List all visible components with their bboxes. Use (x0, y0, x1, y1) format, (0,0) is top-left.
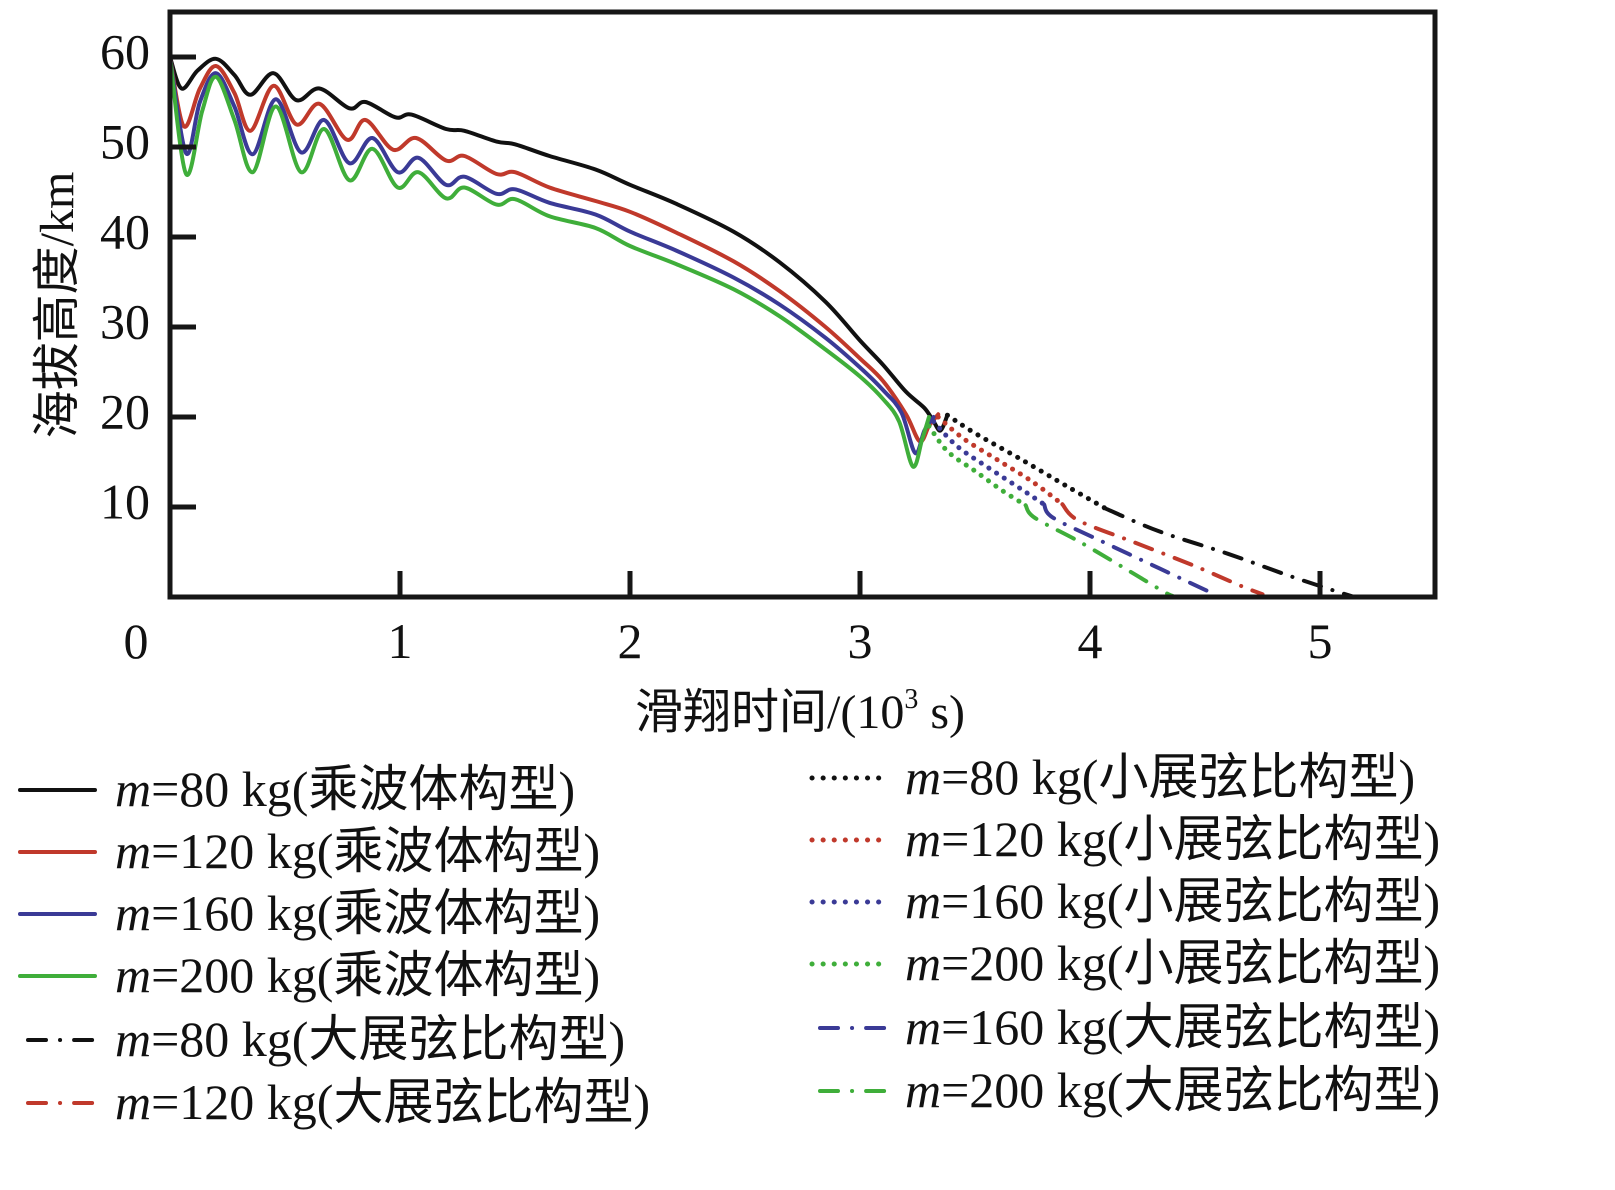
legend-item: m=80 kg(大展弦比构型) (26, 1011, 625, 1067)
legend-label-var: m (115, 761, 151, 817)
legend-label: m=120 kg(大展弦比构型) (115, 1074, 650, 1130)
legend-label-text: =120 kg(大展弦比构型) (151, 1074, 650, 1130)
series-line-8 (944, 412, 1109, 512)
legend-item: m=80 kg(小展弦比构型) (809, 749, 1415, 805)
x-tick-label: 2 (618, 613, 643, 669)
legend-label-var: m (115, 1011, 151, 1067)
legend-label-var: m (115, 823, 151, 879)
legend-label-var: m (905, 749, 941, 805)
legend-item: m=120 kg(小展弦比构型) (809, 811, 1440, 867)
x-tick-label: 3 (848, 613, 873, 669)
legend: m=80 kg(乘波体构型)m=120 kg(乘波体构型)m=160 kg(乘波… (18, 749, 1440, 1130)
y-tick-label: 40 (100, 203, 150, 259)
series-line-5 (1060, 502, 1265, 597)
legend-label: m=200 kg(大展弦比构型) (905, 1062, 1440, 1118)
legend-label-var: m (115, 1074, 151, 1130)
y-tick-label: 50 (100, 113, 150, 169)
legend-item: m=120 kg(大展弦比构型) (26, 1074, 650, 1130)
legend-item: m=160 kg(小展弦比构型) (809, 873, 1440, 929)
series-line-4 (1104, 506, 1357, 597)
series-line-7 (1023, 503, 1175, 597)
series-line-10 (931, 419, 1047, 507)
legend-item: m=200 kg(小展弦比构型) (809, 935, 1440, 991)
y-tick-label: 20 (100, 383, 150, 439)
legend-label-text: =160 kg(大展弦比构型) (941, 999, 1440, 1055)
series-line-3 (170, 55, 931, 469)
legend-label-text: =200 kg(大展弦比构型) (941, 1062, 1440, 1118)
legend-label-text: =80 kg(乘波体构型) (151, 761, 575, 817)
plot-lines (170, 55, 1357, 597)
legend-label: m=200 kg(小展弦比构型) (905, 935, 1440, 991)
x-axis: 0 1 2 3 4 5 (124, 571, 1333, 669)
legend-label-text: =160 kg(乘波体构型) (151, 885, 600, 941)
legend-label: m=80 kg(小展弦比构型) (905, 749, 1415, 805)
plot-frame (167, 9, 1438, 600)
legend-label-var: m (905, 1062, 941, 1118)
legend-label: m=120 kg(小展弦比构型) (905, 811, 1440, 867)
legend-item: m=120 kg(乘波体构型) (18, 823, 600, 879)
legend-label-text: =120 kg(乘波体构型) (151, 823, 600, 879)
x-tick-label: 0 (124, 613, 149, 669)
y-axis: 10 20 30 40 50 60 (100, 23, 196, 529)
series-line-1 (170, 55, 941, 444)
y-tick-label: 10 (100, 473, 150, 529)
series-line-6 (1042, 502, 1219, 597)
y-tick-label: 30 (100, 293, 150, 349)
legend-label: m=160 kg(乘波体构型) (115, 885, 600, 941)
x-tick-label: 4 (1078, 613, 1103, 669)
x-axis-title-sup: 3 (904, 684, 918, 715)
x-tick-label: 5 (1308, 613, 1333, 669)
legend-item: m=200 kg(大展弦比构型) (818, 1062, 1440, 1118)
legend-item: m=80 kg(乘波体构型) (18, 761, 575, 817)
legend-label-text: =80 kg(小展弦比构型) (941, 749, 1415, 805)
legend-label-text: =200 kg(乘波体构型) (151, 947, 600, 1003)
legend-label-var: m (115, 885, 151, 941)
series-line-9 (935, 414, 1065, 507)
legend-label-var: m (115, 947, 151, 1003)
legend-label-var: m (905, 935, 941, 991)
series-line-0 (170, 55, 950, 433)
y-axis-title: 海拔高度/km (31, 172, 84, 439)
legend-label-text: =120 kg(小展弦比构型) (941, 811, 1440, 867)
legend-label: m=80 kg(乘波体构型) (115, 761, 575, 817)
legend-item: m=160 kg(乘波体构型) (18, 885, 600, 941)
x-axis-title: 滑翔时间/(103 s) (635, 684, 965, 739)
legend-label-var: m (905, 873, 941, 929)
legend-label-var: m (905, 999, 941, 1055)
legend-label: m=80 kg(大展弦比构型) (115, 1011, 625, 1067)
x-tick-label: 1 (388, 613, 413, 669)
x-axis-title-suffix: s) (918, 686, 965, 739)
x-axis-title-main: 滑翔时间/(10 (635, 686, 904, 739)
legend-label-var: m (905, 811, 941, 867)
series-line-11 (926, 423, 1029, 508)
legend-item: m=200 kg(乘波体构型) (18, 947, 600, 1003)
y-tick-label: 60 (100, 23, 150, 79)
legend-label: m=200 kg(乘波体构型) (115, 947, 600, 1003)
legend-item: m=160 kg(大展弦比构型) (818, 999, 1440, 1055)
legend-label: m=160 kg(大展弦比构型) (905, 999, 1440, 1055)
legend-label-text: =200 kg(小展弦比构型) (941, 935, 1440, 991)
legend-label: m=120 kg(乘波体构型) (115, 823, 600, 879)
legend-label: m=160 kg(小展弦比构型) (905, 873, 1440, 929)
legend-label-text: =160 kg(小展弦比构型) (941, 873, 1440, 929)
legend-label-text: =80 kg(大展弦比构型) (151, 1011, 625, 1067)
series-line-2 (170, 55, 936, 456)
